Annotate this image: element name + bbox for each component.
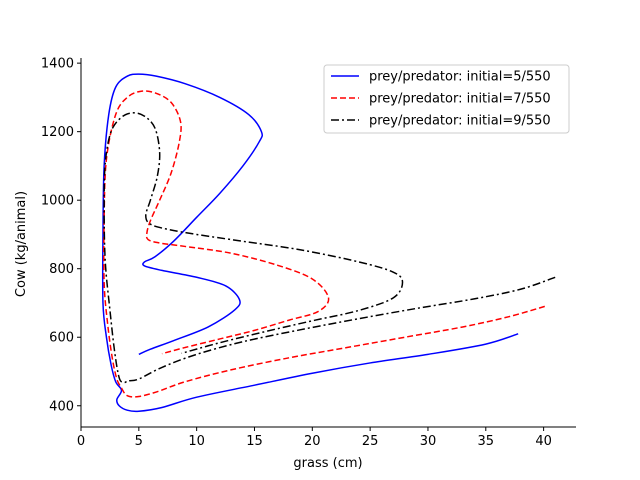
x-tick-label: 40 [535,434,552,449]
series-line-3 [103,112,556,384]
x-tick-label: 5 [135,434,143,449]
ticks: 0 5 10 15 20 25 30 35 40 400 600 800 1000 1200 1400 [41,57,552,449]
x-tick-label: 10 [188,434,205,449]
x-tick-label: 20 [304,434,321,449]
x-tick-label: 0 [77,434,85,449]
x-tick-label: 30 [420,434,437,449]
y-axis-label: Cow (kg/animal) [14,191,29,297]
legend-label-2: prey/predator: initial=7/550 [369,92,551,107]
y-tick-label: 1200 [41,125,74,140]
legend-label-3: prey/predator: initial=9/550 [369,114,551,129]
series-layer [101,73,556,413]
x-tick-label: 15 [246,434,263,449]
y-tick-label: 1400 [41,57,74,72]
y-tick-label: 400 [49,399,74,414]
y-tick-label: 600 [49,331,74,346]
legend-label-1: prey/predator: initial=5/550 [369,70,551,85]
y-tick-label: 1000 [41,194,74,209]
x-tick-label: 35 [478,434,495,449]
axes [80,58,576,428]
x-tick-label: 25 [362,434,379,449]
x-axis-label: grass (cm) [293,456,362,471]
legend-box [323,64,570,134]
series-line-1 [101,73,519,413]
legend: prey/predator: initial=5/550 prey/predato… [323,64,570,134]
y-tick-label: 800 [49,262,74,277]
series-line-2 [103,90,545,398]
